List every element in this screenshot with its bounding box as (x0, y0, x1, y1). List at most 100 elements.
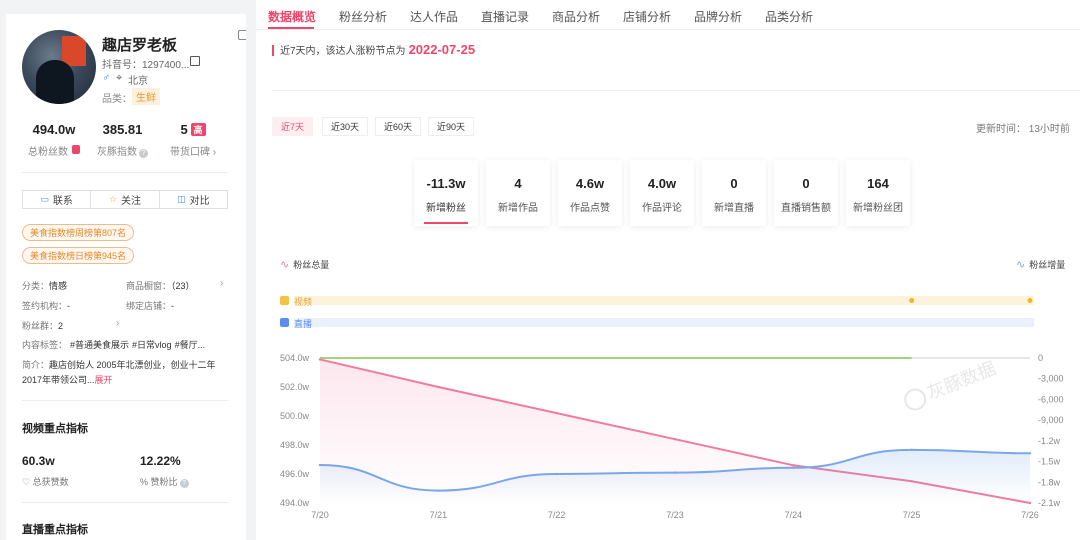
intro: 简介：趣店创始人 2005年北漂创业，创业十二年2017年带领公司...展开 (22, 360, 216, 385)
stat-value: 385.81 (102, 122, 143, 137)
y-right-tick: -3,000 (1038, 374, 1064, 384)
y-right-tick: -9,000 (1038, 415, 1064, 425)
video-mark (1027, 298, 1033, 303)
tab-shops[interactable]: 店铺分析 (623, 10, 672, 24)
help-icon[interactable]: ? (139, 149, 148, 158)
content-tags: 内容标签： #普通美食展示 #日常vlog #餐厅... (22, 340, 206, 350)
x-tick: 7/20 (311, 510, 329, 520)
chevron-right-icon[interactable]: › (116, 318, 120, 329)
card-work-likes[interactable]: 4.6w 作品点赞 (558, 160, 622, 226)
action-bar: ▭ 联系 ☆ 关注 ◫ 对比 (22, 190, 228, 209)
expand-icon[interactable] (238, 30, 246, 40)
video-track-icon (280, 296, 289, 305)
y-right-tick: 0 (1038, 353, 1043, 363)
percent-icon: % (140, 477, 149, 487)
series-increase-point (673, 471, 677, 474)
avatar[interactable] (22, 30, 96, 104)
card-live-sales[interactable]: 0 直播销售额 (774, 160, 838, 226)
tab-overview[interactable]: 数据概览 (268, 10, 317, 24)
series (318, 358, 1032, 505)
video-marks (909, 298, 1033, 303)
video-mark (909, 298, 915, 303)
like-fan-ratio-value: 12.22% (140, 454, 181, 468)
rank-badge-daily[interactable]: 美食指数榜日榜第945名 (22, 247, 135, 264)
douyin-id: 抖音号：1297400... (102, 60, 190, 71)
legend-increase[interactable]: ∿ 粉丝增量 (1016, 259, 1066, 271)
avatar-flag (62, 36, 86, 66)
x-tick: 7/22 (548, 510, 566, 520)
rank-badge-weekly[interactable]: 美食指数榜周榜第807名 (22, 224, 135, 241)
range-90d[interactable]: 近90天 (428, 117, 475, 136)
compare-button[interactable]: ◫ 对比 (177, 194, 210, 207)
y-left-tick: 498.0w (280, 440, 310, 450)
live-metrics-title: 直播重点指标 (22, 524, 88, 536)
series-increase-point (555, 472, 558, 476)
compare-icon: ◫ (177, 194, 186, 204)
tab-products[interactable]: 商品分析 (552, 10, 601, 24)
x-tick: 7/26 (1021, 510, 1039, 520)
tab-brands[interactable]: 品牌分析 (694, 10, 743, 24)
tag: #日常vlog (132, 340, 172, 350)
card-fan-groups[interactable]: 164 新增粉丝团 (846, 160, 910, 226)
star-icon: ☆ (108, 194, 118, 204)
field-fans-group[interactable]: 粉丝群：2 (22, 321, 64, 331)
x-tick: 7/24 (785, 510, 803, 520)
range-30d[interactable]: 近30天 (322, 117, 369, 136)
video-track (294, 296, 1034, 305)
field-org: 签约机构：- (22, 301, 71, 311)
card-new-lives[interactable]: 0 新增直播 (702, 160, 766, 226)
category-tag: 生鲜 (132, 88, 160, 105)
range-60d[interactable]: 近60天 (375, 117, 422, 136)
total-likes-value: 60.3w (22, 454, 55, 468)
series-increase-point (910, 448, 913, 452)
contact-button[interactable]: ▭ 联系 (23, 191, 92, 208)
stat-value: 494.0w (32, 122, 76, 137)
x-tick: 7/23 (666, 510, 684, 520)
y-right-tick: -2.1w (1038, 498, 1061, 508)
main-panel: 数据概览 粉丝分析 达人作品 直播记录 商品分析 店铺分析 品牌分析 品类分析 … (256, 0, 1080, 540)
card-new-fans[interactable]: -11.3w 新增粉丝 (414, 160, 478, 226)
chevron-right-icon: › (212, 147, 217, 158)
field-window[interactable]: 商品橱窗：（23） (126, 281, 195, 291)
accent-bar (272, 45, 274, 56)
tab-live[interactable]: 直播记录 (481, 10, 530, 24)
series-total-point (673, 438, 677, 441)
y-right-tick: -1.8w (1038, 477, 1061, 487)
chevron-right-icon[interactable]: › (220, 278, 224, 289)
wave-icon: ∿ (1016, 259, 1026, 271)
creator-name: 趣店罗老板 (102, 37, 178, 54)
fans-chart: 视频 直播 灰豚数据 504.0w 502.0w 500.0w 498.0w 496.0… (280, 296, 1064, 520)
card-new-works[interactable]: 4 新增作品 (486, 160, 550, 226)
follow-button[interactable]: ☆ 关注 (91, 191, 160, 208)
video-metrics-title: 视频重点指标 (22, 423, 88, 435)
legend-total[interactable]: ∿ 粉丝总量 (280, 259, 330, 271)
profile-panel: 趣店罗老板 抖音号：1297400... ♂ ⌖ 北京 品类： 生鲜 494.0… (6, 14, 246, 540)
tab-fans[interactable]: 粉丝分析 (339, 10, 388, 24)
fan-growth-notice: 近7天内，该达人涨粉节点为 2022-07-25 (272, 42, 475, 57)
x-tick: 7/21 (430, 510, 448, 520)
live-track (294, 318, 1034, 327)
stat-label: 带货口碑 (170, 147, 210, 158)
tab-works[interactable]: 达人作品 (410, 10, 459, 24)
y-right-tick: -1.5w (1038, 457, 1061, 467)
card-work-comments[interactable]: 4.0w 作品评论 (630, 160, 694, 226)
series-total-point (555, 411, 558, 415)
expand-link[interactable]: 展开 (94, 375, 113, 385)
watermark: 灰豚数据 (904, 358, 999, 411)
y-left-tick: 502.0w (280, 382, 310, 392)
total-likes-label: ♡ 总获赞数 (22, 477, 69, 487)
copy-icon[interactable] (190, 56, 200, 66)
range-7d[interactable]: 近7天 (272, 117, 314, 136)
stat-label: 灰豚指数 (97, 147, 137, 158)
watermark-text: 灰豚数据 (924, 358, 999, 404)
chat-icon: ▭ (40, 194, 49, 204)
tag: #普通美食展示 (70, 340, 130, 350)
help-icon[interactable]: ? (179, 479, 189, 488)
series-total-point (318, 358, 322, 361)
tag: #餐厅... (174, 340, 206, 350)
tab-categories[interactable]: 品类分析 (765, 10, 814, 24)
series-total-point (792, 464, 795, 467)
field-shop: 绑定店铺：- (126, 301, 175, 311)
like-fan-ratio-label: % 赞粉比? (140, 475, 189, 488)
